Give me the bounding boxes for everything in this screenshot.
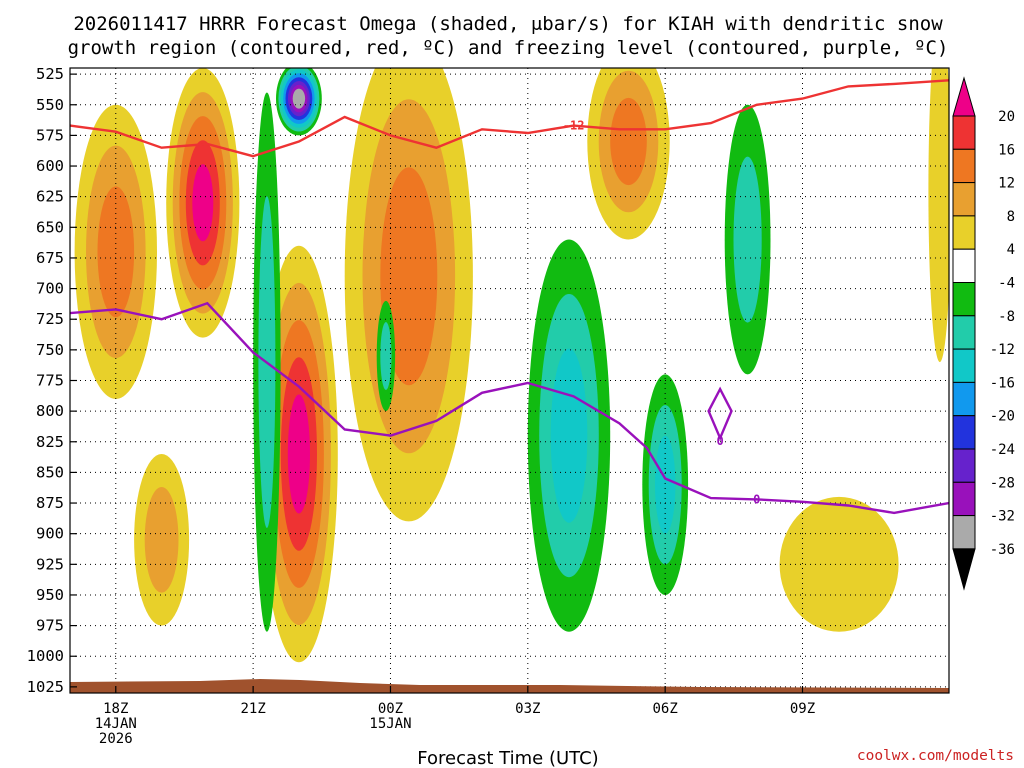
x-tick-label-12-0: 06Z bbox=[653, 701, 678, 717]
omega-shade-feature-10-level-1 bbox=[733, 156, 762, 323]
chart-title-line-2: growth region (contoured, red, ºC) and f… bbox=[68, 37, 949, 59]
colorbar: 20 16 12 8 4 -4 -8 -12 -16 -20 -24 -28 -32 -36 bbox=[952, 76, 1015, 591]
y-tick-label-900: 900 bbox=[36, 525, 64, 543]
y-tick-label-550: 550 bbox=[36, 96, 64, 114]
colorbar-segment-1 bbox=[952, 115, 976, 150]
y-tick-label-950: 950 bbox=[36, 586, 64, 604]
x-tick-label-0-1: 14JAN bbox=[95, 716, 137, 732]
omega-shade-feature-2-level-1 bbox=[144, 487, 179, 593]
y-tick-label-700: 700 bbox=[36, 280, 64, 298]
x-tick-label-0-0: 18Z bbox=[103, 701, 128, 717]
x-tick-label-6-1: 15JAN bbox=[369, 716, 411, 732]
colorbar-segment-3 bbox=[952, 182, 976, 217]
chart-title-line-1: 2026011417 HRRR Forecast Omega (shaded, … bbox=[73, 13, 943, 35]
y-tick-label-1025: 1025 bbox=[27, 678, 64, 696]
y-tick-label-675: 675 bbox=[36, 249, 64, 267]
freezing-level-contour bbox=[70, 301, 949, 515]
credit-text: coolwx.com/modelts bbox=[857, 748, 1014, 764]
colorbar-segment-8 bbox=[952, 348, 976, 383]
colorbar-label-2: 12 bbox=[998, 176, 1015, 192]
colorbar-label-0: 20 bbox=[998, 109, 1015, 125]
colorbar-label-5: -4 bbox=[998, 276, 1015, 292]
colorbar-segment-9 bbox=[952, 381, 976, 417]
y-tick-label-575: 575 bbox=[36, 126, 64, 144]
omega-shade-feature-1-level-4 bbox=[192, 164, 214, 242]
colorbar-label-12: -32 bbox=[990, 509, 1015, 525]
y-tick-label-650: 650 bbox=[36, 218, 64, 236]
terrain-surface bbox=[70, 679, 949, 693]
x-tick-label-0-2: 2026 bbox=[99, 731, 133, 747]
colorbar-label-6: -8 bbox=[998, 309, 1015, 325]
colorbar-segment-2 bbox=[952, 148, 976, 184]
omega-shade-feature-3-level-4 bbox=[287, 394, 310, 514]
colorbar-segment-5 bbox=[952, 248, 976, 283]
y-tick-label-775: 775 bbox=[36, 372, 64, 390]
omega-shade-feature-8-level-2 bbox=[550, 348, 588, 523]
colorbar-label-10: -24 bbox=[990, 442, 1015, 458]
freezing-level-label: 0 bbox=[753, 492, 760, 506]
colorbar-label-4: 4 bbox=[1007, 242, 1015, 258]
dgz-contour-label: -12 bbox=[563, 119, 585, 133]
colorbar-label-8: -16 bbox=[990, 375, 1015, 391]
colorbar-label-3: 8 bbox=[1007, 209, 1015, 225]
colorbar-bottom-arrow bbox=[952, 548, 976, 591]
colorbar-label-9: -20 bbox=[990, 409, 1015, 425]
y-tick-label-525: 525 bbox=[36, 65, 64, 83]
y-tick-label-975: 975 bbox=[36, 617, 64, 635]
colorbar-segment-10 bbox=[952, 415, 976, 450]
colorbar-label-1: 16 bbox=[998, 142, 1015, 158]
colorbar-segment-13 bbox=[952, 515, 976, 550]
x-tick-label-6-0: 00Z bbox=[378, 701, 403, 717]
x-tick-label-15-0: 09Z bbox=[790, 701, 815, 717]
omega-shade-feature-5-level-8 bbox=[295, 92, 303, 105]
freezing-level-loop-label: 0 bbox=[716, 434, 723, 448]
y-tick-label-850: 850 bbox=[36, 463, 64, 481]
omega-shade-feature-12-level-0 bbox=[779, 496, 899, 632]
colorbar-segment-7 bbox=[952, 315, 976, 350]
colorbar-segment-12 bbox=[952, 481, 976, 517]
omega-shade-feature-11-level-2 bbox=[610, 97, 647, 186]
y-axis: 525 550 575 600 625 650 675 700 725 750 775 800 825 8… bbox=[27, 65, 77, 696]
plot-area: -12 0 0 bbox=[70, 68, 949, 693]
y-tick-label-750: 750 bbox=[36, 341, 64, 359]
y-tick-label-800: 800 bbox=[36, 402, 64, 420]
freezing-level-closed-loop bbox=[707, 386, 733, 442]
colorbar-top-arrow bbox=[952, 76, 976, 117]
y-tick-label-925: 925 bbox=[36, 555, 64, 573]
x-axis-title: Forecast Time (UTC) bbox=[417, 748, 598, 768]
x-tick-label-9-0: 03Z bbox=[515, 701, 540, 717]
y-tick-label-600: 600 bbox=[36, 157, 64, 175]
colorbar-segment-4 bbox=[952, 215, 976, 250]
colorbar-label-7: -12 bbox=[990, 342, 1015, 358]
omega-shade-feature-9-level-2 bbox=[655, 435, 676, 534]
y-tick-label-725: 725 bbox=[36, 310, 64, 328]
dgz-minus12-contour bbox=[70, 79, 949, 158]
omega-shade-feature-0-level-2 bbox=[97, 186, 135, 318]
x-tick-label-3-0: 21Z bbox=[240, 701, 265, 717]
y-tick-label-875: 875 bbox=[36, 494, 64, 512]
colorbar-label-11: -28 bbox=[990, 475, 1015, 491]
colorbar-label-13: -36 bbox=[990, 542, 1015, 558]
omega-shade-feature-13-level-0 bbox=[928, 68, 949, 363]
colorbar-segment-11 bbox=[952, 448, 976, 483]
omega-shade-feature-7-level-1 bbox=[380, 322, 392, 390]
y-tick-label-825: 825 bbox=[36, 433, 64, 451]
y-tick-label-1000: 1000 bbox=[27, 647, 64, 665]
colorbar-segment-6 bbox=[952, 282, 976, 317]
omega-shade-feature-4-level-2 bbox=[380, 167, 438, 386]
y-tick-label-625: 625 bbox=[36, 188, 64, 206]
